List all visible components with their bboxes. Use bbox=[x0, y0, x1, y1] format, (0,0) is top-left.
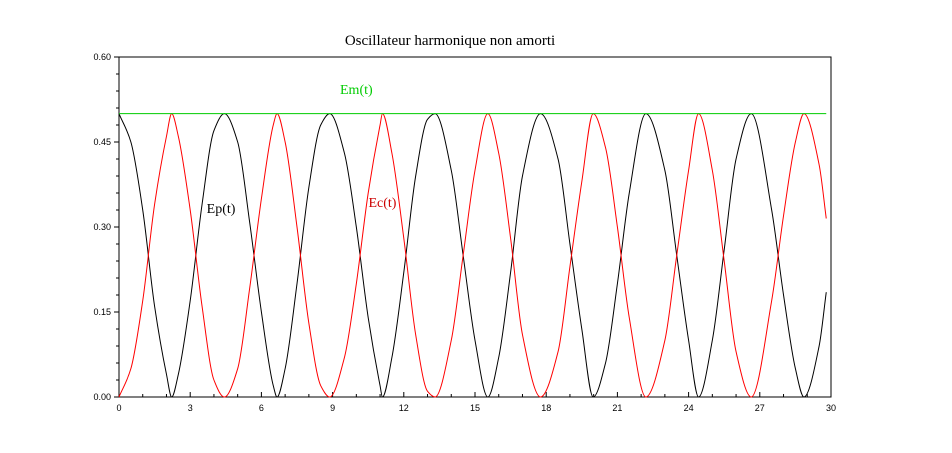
y-tick-label: 0.60 bbox=[93, 52, 111, 62]
x-tick-label: 27 bbox=[755, 403, 765, 413]
y-tick-label: 0.15 bbox=[93, 307, 111, 317]
y-tick-label: 0.45 bbox=[93, 137, 111, 147]
annotation-label: Ec(t) bbox=[368, 196, 396, 211]
series-line-ep-t bbox=[118, 113, 827, 398]
axes: 0 3 6 9 12 15 18 21 24 27 30 0.00 0.15 0.30 0.45 0.60 bbox=[93, 52, 836, 413]
annotation-label: Ep(t) bbox=[207, 202, 236, 217]
x-tick-label: 21 bbox=[612, 403, 622, 413]
y-tick-label: 0.00 bbox=[93, 392, 111, 402]
series-line-ec-t bbox=[118, 113, 827, 398]
x-tick-label: 6 bbox=[259, 403, 264, 413]
x-tick-label: 24 bbox=[684, 403, 694, 413]
x-tick-label: 0 bbox=[116, 403, 121, 413]
chart-title: Oscillateur harmonique non amorti bbox=[345, 33, 555, 49]
x-tick-label: 9 bbox=[330, 403, 335, 413]
x-tick-label: 3 bbox=[188, 403, 193, 413]
x-tick-label: 18 bbox=[541, 403, 551, 413]
x-tick-label: 30 bbox=[826, 403, 836, 413]
annotations: Em(t) Ep(t) Ec(t) bbox=[207, 83, 397, 217]
plot-frame bbox=[118, 56, 832, 398]
annotation-label: Em(t) bbox=[340, 83, 373, 98]
x-tick-label: 15 bbox=[470, 403, 480, 413]
y-tick-label: 0.30 bbox=[93, 222, 111, 232]
series-layer bbox=[118, 113, 827, 398]
x-tick-label: 12 bbox=[399, 403, 409, 413]
